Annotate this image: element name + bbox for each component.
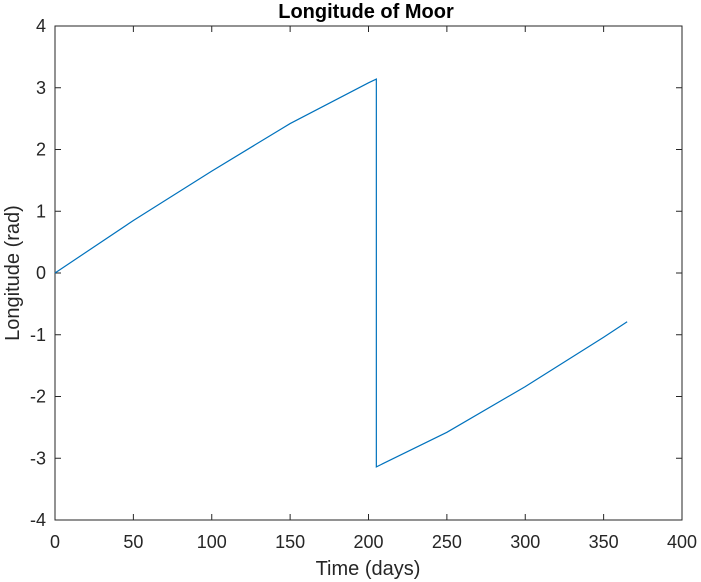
x-axis-title: Time (days) bbox=[316, 558, 421, 580]
x-tick-label: 150 bbox=[275, 532, 305, 552]
y-tick-label: -4 bbox=[30, 510, 46, 530]
y-tick-label: 2 bbox=[36, 140, 46, 160]
y-tick-label: 4 bbox=[36, 16, 46, 36]
y-tick-label: -2 bbox=[30, 387, 46, 407]
y-tick-label: 1 bbox=[36, 201, 46, 221]
x-tick-label: 300 bbox=[510, 532, 540, 552]
plot-area bbox=[54, 25, 683, 521]
y-tick-label: -3 bbox=[30, 448, 46, 468]
ticks-layer: 0 50 100 150 200 250 300 350 400 -4 -3 -2 -1 0 1 2 3 4 bbox=[30, 16, 697, 552]
x-tick-label: 400 bbox=[667, 532, 697, 552]
chart-title: Longitude of Moor bbox=[278, 1, 454, 23]
y-tick-label: 3 bbox=[36, 78, 46, 98]
series-line-0 bbox=[54, 78, 628, 468]
x-tick-label: 50 bbox=[123, 532, 143, 552]
y-tick-label: -1 bbox=[30, 325, 46, 345]
x-tick-label: 250 bbox=[432, 532, 462, 552]
x-tick-label: 200 bbox=[353, 532, 383, 552]
series-layer bbox=[54, 78, 628, 468]
x-tick-label: 0 bbox=[50, 532, 60, 552]
y-axis-title: Longitude (rad) bbox=[2, 205, 24, 341]
y-tick-label: 0 bbox=[36, 263, 46, 283]
x-tick-label: 350 bbox=[589, 532, 619, 552]
x-tick-label: 100 bbox=[197, 532, 227, 552]
